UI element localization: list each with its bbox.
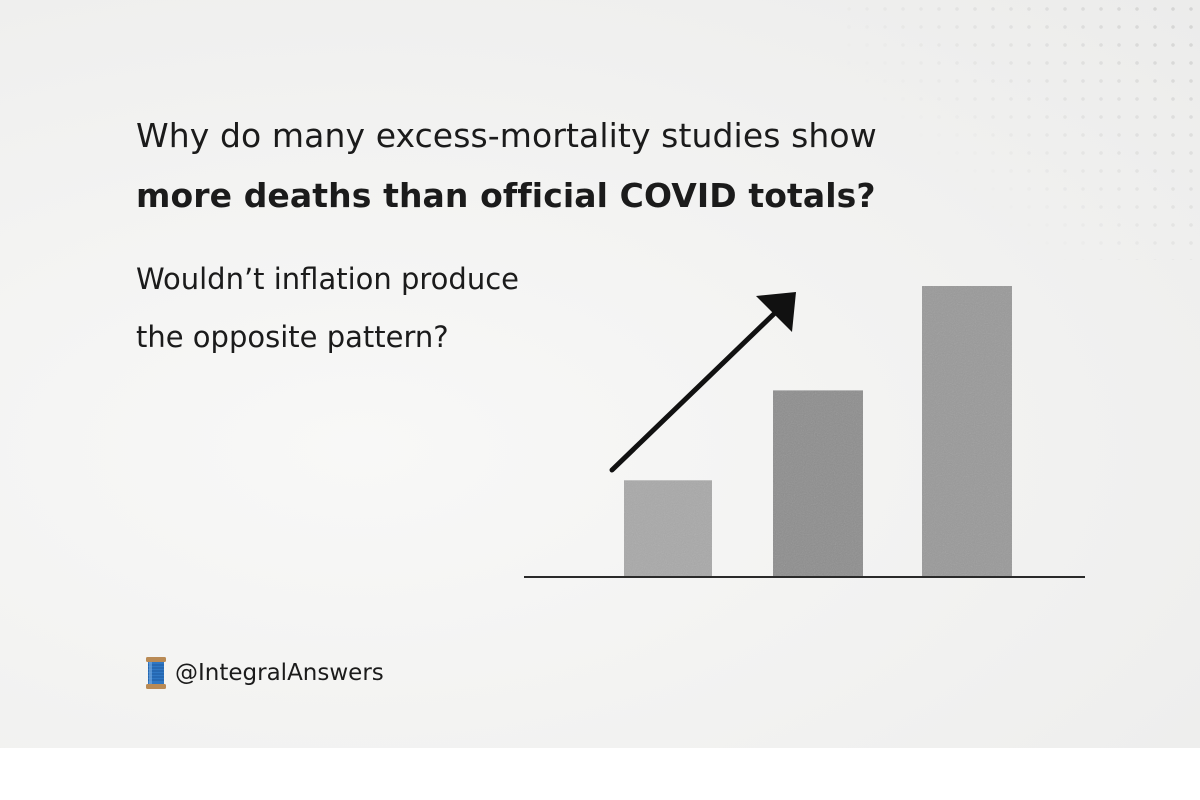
- headline-line-1: Why do many excess-mortality studies sho…: [136, 116, 877, 155]
- halftone-pattern: [840, 0, 1200, 260]
- headline-line-2: more deaths than official COVID totals?: [136, 176, 876, 215]
- arrow-up-right-icon: [609, 292, 796, 473]
- bar-3: [922, 286, 1012, 576]
- author-handle: @IntegralAnswers: [145, 656, 384, 690]
- handle-text: @IntegralAnswers: [175, 660, 384, 686]
- bar-1: [624, 480, 712, 576]
- question-line-1: Wouldn’t inflation produce: [136, 262, 520, 296]
- question-line-2: the opposite pattern?: [136, 320, 449, 354]
- question: Wouldn’t inflation produce the opposite …: [136, 250, 519, 366]
- spool-of-thread-icon: [146, 657, 166, 689]
- headline: Why do many excess-mortality studies sho…: [136, 106, 877, 226]
- rising-bars-illustration: [524, 286, 1085, 578]
- bar-2: [773, 390, 863, 576]
- card: Why do many excess-mortality studies sho…: [0, 0, 1200, 748]
